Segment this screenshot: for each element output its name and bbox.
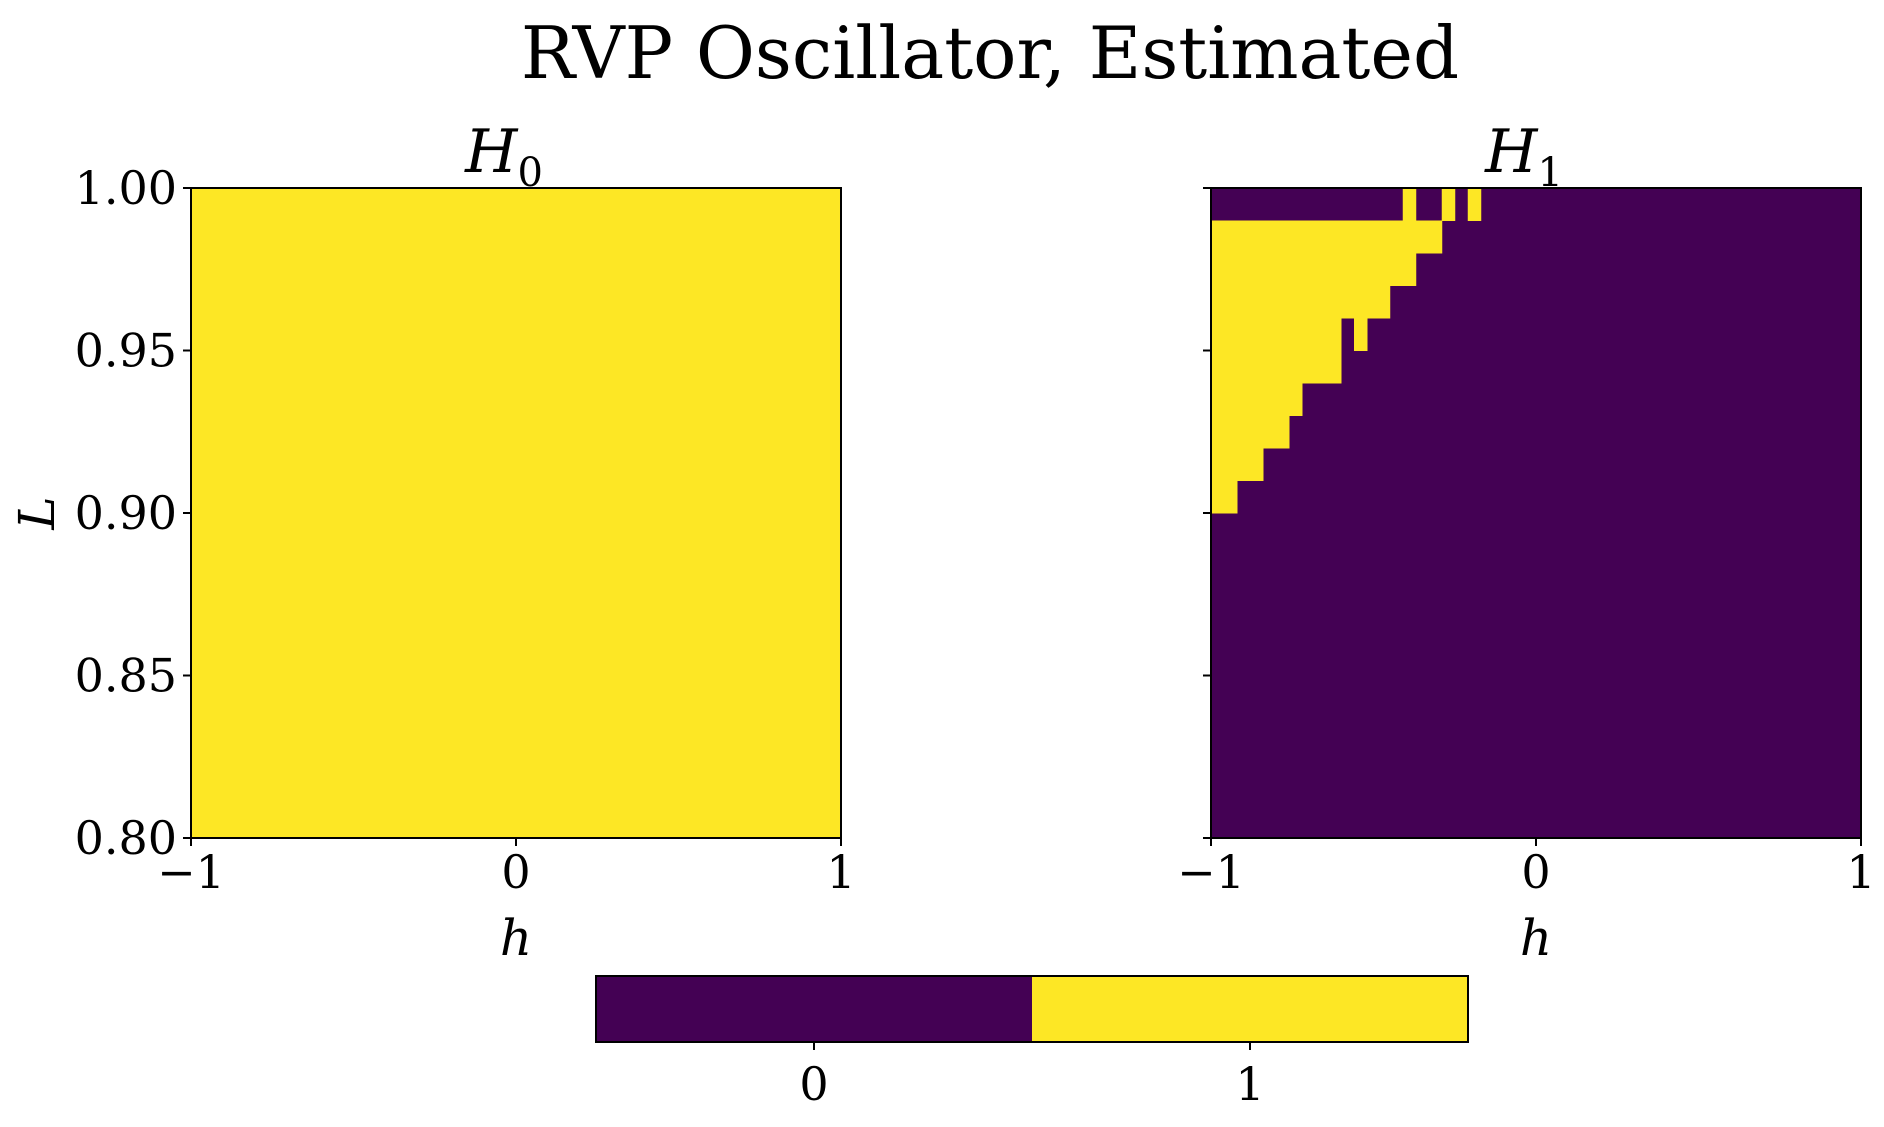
colorbar-segment (1032, 976, 1469, 1042)
heatmap-cell (1211, 383, 1303, 416)
heatmap-cell (1211, 480, 1238, 514)
x-tick-label: −1 (1177, 845, 1245, 899)
heatmap-cell (1211, 350, 1342, 384)
x-tick-label: 0 (1521, 845, 1550, 899)
x-axis-label: h (500, 909, 532, 967)
y-tick-label: 1.00 (75, 161, 177, 215)
y-tick-label: 0.80 (75, 811, 177, 865)
y-tick-label: 0.85 (75, 649, 177, 703)
x-axis-label: h (1520, 909, 1552, 967)
figure-title: RVP Oscillator, Estimated (521, 11, 1459, 95)
heatmap-cell (1402, 188, 1417, 221)
heatmap-cell (1211, 220, 1443, 254)
y-tick-label: 0.90 (75, 486, 177, 540)
x-tick-label: 1 (826, 845, 855, 899)
panel-title: H0 (464, 117, 543, 196)
heatmap-cell (1211, 448, 1264, 481)
x-tick-label: 1 (1846, 845, 1875, 899)
colorbar-segment (596, 976, 1033, 1042)
heatmap-background (191, 188, 841, 838)
y-axis-label: L (8, 496, 66, 530)
heatmap-cell (1354, 318, 1368, 351)
panel-title: H1 (1484, 117, 1563, 196)
colorbar-tick-label: 1 (1235, 1057, 1264, 1111)
colorbar-frame (595, 975, 1469, 1043)
heatmap-cell (1441, 188, 1456, 221)
heatmap-cell (1211, 415, 1290, 449)
heatmap-cell (1467, 188, 1482, 221)
x-tick-label: −1 (157, 845, 225, 899)
panel-h1: H1 −1 0 1 h (1177, 117, 1876, 967)
y-tick-label: 0.95 (75, 324, 177, 378)
x-tick-label: 0 (501, 845, 530, 899)
heatmap-cell (1211, 285, 1391, 319)
heatmap-cell (1211, 318, 1342, 351)
heatmap-cell (1211, 253, 1417, 286)
panel-h0: H0 −1 0 1 h 0.80 0.85 0.90 0.95 1.00 L (8, 117, 856, 967)
colorbar-tick-label: 0 (799, 1057, 828, 1111)
